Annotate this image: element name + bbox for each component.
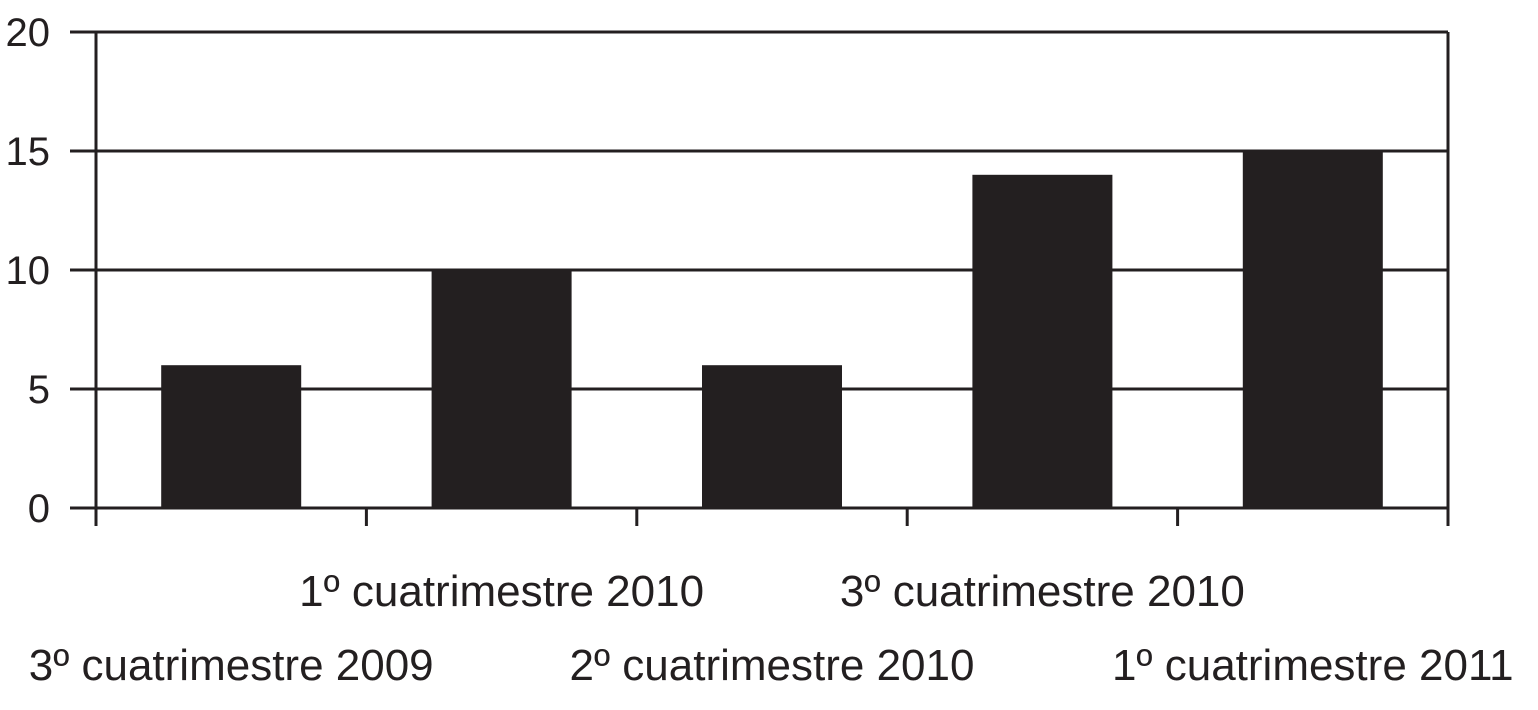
y-tick-label: 20 xyxy=(6,11,51,55)
x-category-label: 1º cuatrimestre 2011 xyxy=(1112,641,1514,690)
x-category-labels: 3º cuatrimestre 2009 1º cuatrimestre 2010… xyxy=(29,567,1514,690)
x-category-label: 3º cuatrimestre 2009 xyxy=(29,641,434,690)
bar xyxy=(1242,151,1383,508)
bar xyxy=(161,365,302,508)
y-tick-labels: 0 5 10 15 20 xyxy=(6,11,96,531)
bars xyxy=(161,151,1383,509)
bar xyxy=(431,270,572,508)
gridlines xyxy=(96,30,1448,391)
x-category-label: 2º cuatrimestre 2010 xyxy=(570,641,975,690)
bar xyxy=(972,174,1113,509)
bar xyxy=(702,365,842,508)
y-tick-label: 5 xyxy=(28,368,50,412)
y-tick-label: 10 xyxy=(6,249,51,293)
y-tick-label: 15 xyxy=(6,130,51,174)
x-tick-marks xyxy=(94,508,1450,526)
y-tick-label: 0 xyxy=(28,487,50,531)
x-category-label: 1º cuatrimestre 2010 xyxy=(299,567,704,616)
x-category-label: 3º cuatrimestre 2010 xyxy=(840,567,1245,616)
